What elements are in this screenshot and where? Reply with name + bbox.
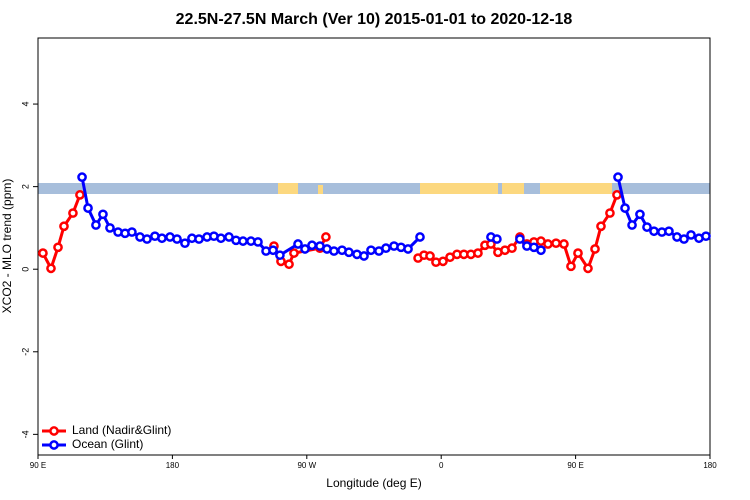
data-point [91, 220, 101, 230]
data-point [157, 233, 167, 244]
data-point [627, 220, 637, 230]
data-point [551, 238, 561, 249]
data-point [566, 261, 576, 272]
data-point [307, 240, 317, 251]
y-tick-label: 4 [20, 102, 30, 107]
x-tick-label: 180 [166, 461, 180, 470]
data-point [573, 248, 583, 258]
data-point [507, 243, 517, 254]
land-ocean-strip [38, 183, 710, 194]
data-point [679, 234, 689, 244]
data-point [83, 203, 93, 213]
data-point [664, 226, 674, 237]
data-point [321, 232, 331, 242]
data-point [77, 172, 87, 182]
data-point [275, 250, 285, 261]
data-point [329, 246, 339, 256]
data-point [38, 248, 48, 258]
data-point [284, 259, 294, 270]
data-point [613, 172, 623, 182]
data-point [701, 231, 711, 242]
y-tick-label: -2 [20, 348, 30, 356]
y-tick-label: 0 [20, 267, 30, 272]
x-tick-label: 90 W [297, 461, 316, 470]
x-tick-label: 0 [439, 461, 444, 470]
data-point [53, 242, 63, 253]
data-point [473, 248, 483, 258]
data-point [612, 190, 622, 200]
x-tick-label: 90 E [30, 461, 46, 470]
data-point [649, 226, 659, 237]
data-point [268, 245, 278, 256]
data-point [300, 244, 310, 254]
data-point [366, 245, 376, 256]
data-point [620, 203, 630, 213]
y-axis-label: XCO2 - MLO trend (ppm) [0, 179, 14, 314]
y-tick-label: 2 [20, 184, 30, 189]
data-point [289, 248, 299, 258]
data-point [596, 221, 606, 232]
data-point [635, 209, 645, 220]
data-point [403, 244, 413, 254]
data-point [543, 239, 553, 249]
data-point [515, 234, 525, 244]
data-point [293, 239, 303, 249]
data-point [536, 245, 546, 256]
data-point [605, 208, 615, 218]
data-point [172, 234, 182, 244]
data-point [415, 232, 425, 242]
data-point [180, 238, 190, 249]
data-point [127, 227, 137, 237]
data-point [142, 234, 152, 244]
legend-marker [49, 440, 59, 450]
data-point [105, 223, 115, 233]
legend-label: Land (Nadir&Glint) [72, 423, 171, 437]
data-point [359, 251, 369, 261]
data-point [583, 263, 593, 274]
chart-title: 22.5N-27.5N March (Ver 10) 2015-01-01 to… [176, 11, 573, 28]
data-point [438, 256, 448, 267]
data-point [46, 263, 56, 274]
legend-marker [49, 426, 59, 436]
data-point [98, 209, 108, 220]
x-tick-label: 90 E [567, 461, 583, 470]
data-point [344, 247, 354, 258]
data-point [59, 221, 69, 232]
plot-frame [37, 37, 711, 456]
data-point [590, 244, 600, 254]
data-point [194, 234, 204, 244]
data-point [238, 236, 248, 246]
x-axis-label: Longitude (deg E) [326, 476, 421, 490]
data-point [686, 230, 696, 240]
y-tick-label: -4 [20, 430, 30, 438]
data-point [425, 251, 435, 261]
data-point [68, 208, 78, 218]
data-point [381, 243, 391, 254]
data-point [492, 234, 502, 244]
data-point [559, 239, 569, 249]
x-tick-label: 180 [703, 461, 717, 470]
data-point [75, 190, 85, 200]
data-point [216, 233, 226, 244]
data-point [642, 222, 652, 232]
data-point [253, 237, 263, 247]
legend-label: Ocean (Glint) [72, 437, 143, 451]
